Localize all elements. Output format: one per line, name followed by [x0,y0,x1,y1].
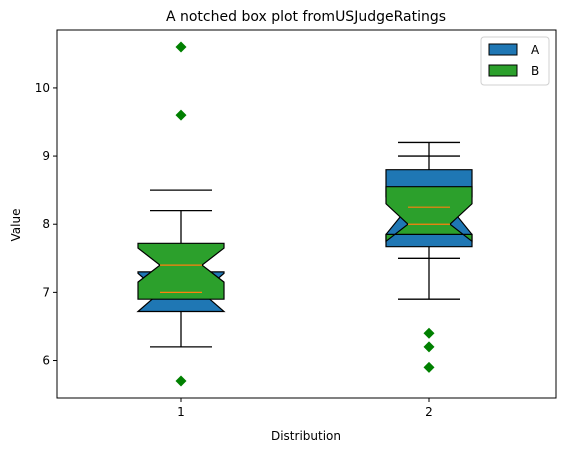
flier-point [175,109,187,121]
y-tick-label: 9 [42,149,50,163]
y-tick-label: 8 [42,217,50,231]
x-axis-label: Distribution [271,429,341,443]
flier-point [175,41,187,53]
plot-area: 6 7 8 9 10 1 2 [35,29,557,419]
legend: AB [480,36,550,86]
y-tick-label: 6 [42,354,50,368]
chart-title: A notched box plot fromUSJudgeRatings [166,9,446,25]
flier-point [423,327,435,339]
flier-point [175,375,187,387]
flier-point [423,341,435,353]
y-tick-label: 7 [42,285,50,299]
box-b-2 [385,186,473,243]
y-tick-label: 10 [35,81,50,95]
legend-swatch-a [488,43,518,56]
x-tick-label: 2 [425,405,433,419]
legend-swatch-b [488,64,518,77]
box-b-1 [137,242,225,300]
y-axis-label: Value [9,209,23,242]
x-tick-label: 1 [177,405,185,419]
legend-label-b: B [531,64,539,78]
plot-frame [56,29,557,399]
legend-label-a: A [531,43,540,57]
flier-point [423,361,435,373]
